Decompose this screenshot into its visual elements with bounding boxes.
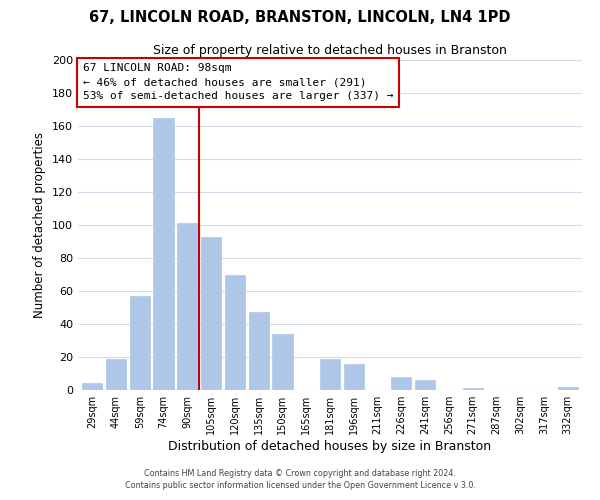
Title: Size of property relative to detached houses in Branston: Size of property relative to detached ho… [153, 44, 507, 58]
Y-axis label: Number of detached properties: Number of detached properties [34, 132, 46, 318]
Text: 67, LINCOLN ROAD, BRANSTON, LINCOLN, LN4 1PD: 67, LINCOLN ROAD, BRANSTON, LINCOLN, LN4… [89, 10, 511, 25]
Bar [344, 364, 364, 390]
Bar [225, 274, 245, 390]
Bar [248, 312, 269, 390]
Bar [82, 384, 103, 390]
Bar [320, 358, 340, 390]
Bar [463, 388, 483, 390]
Bar [106, 358, 126, 390]
Bar [154, 118, 173, 390]
Bar [177, 224, 197, 390]
Bar [557, 386, 578, 390]
Bar [391, 377, 412, 390]
Bar [201, 236, 221, 390]
Bar [272, 334, 293, 390]
Text: Contains HM Land Registry data © Crown copyright and database right 2024.
Contai: Contains HM Land Registry data © Crown c… [125, 468, 475, 490]
Text: 67 LINCOLN ROAD: 98sqm
← 46% of detached houses are smaller (291)
53% of semi-de: 67 LINCOLN ROAD: 98sqm ← 46% of detached… [83, 64, 393, 102]
X-axis label: Distribution of detached houses by size in Branston: Distribution of detached houses by size … [169, 440, 491, 453]
Bar [130, 296, 150, 390]
Bar [415, 380, 435, 390]
